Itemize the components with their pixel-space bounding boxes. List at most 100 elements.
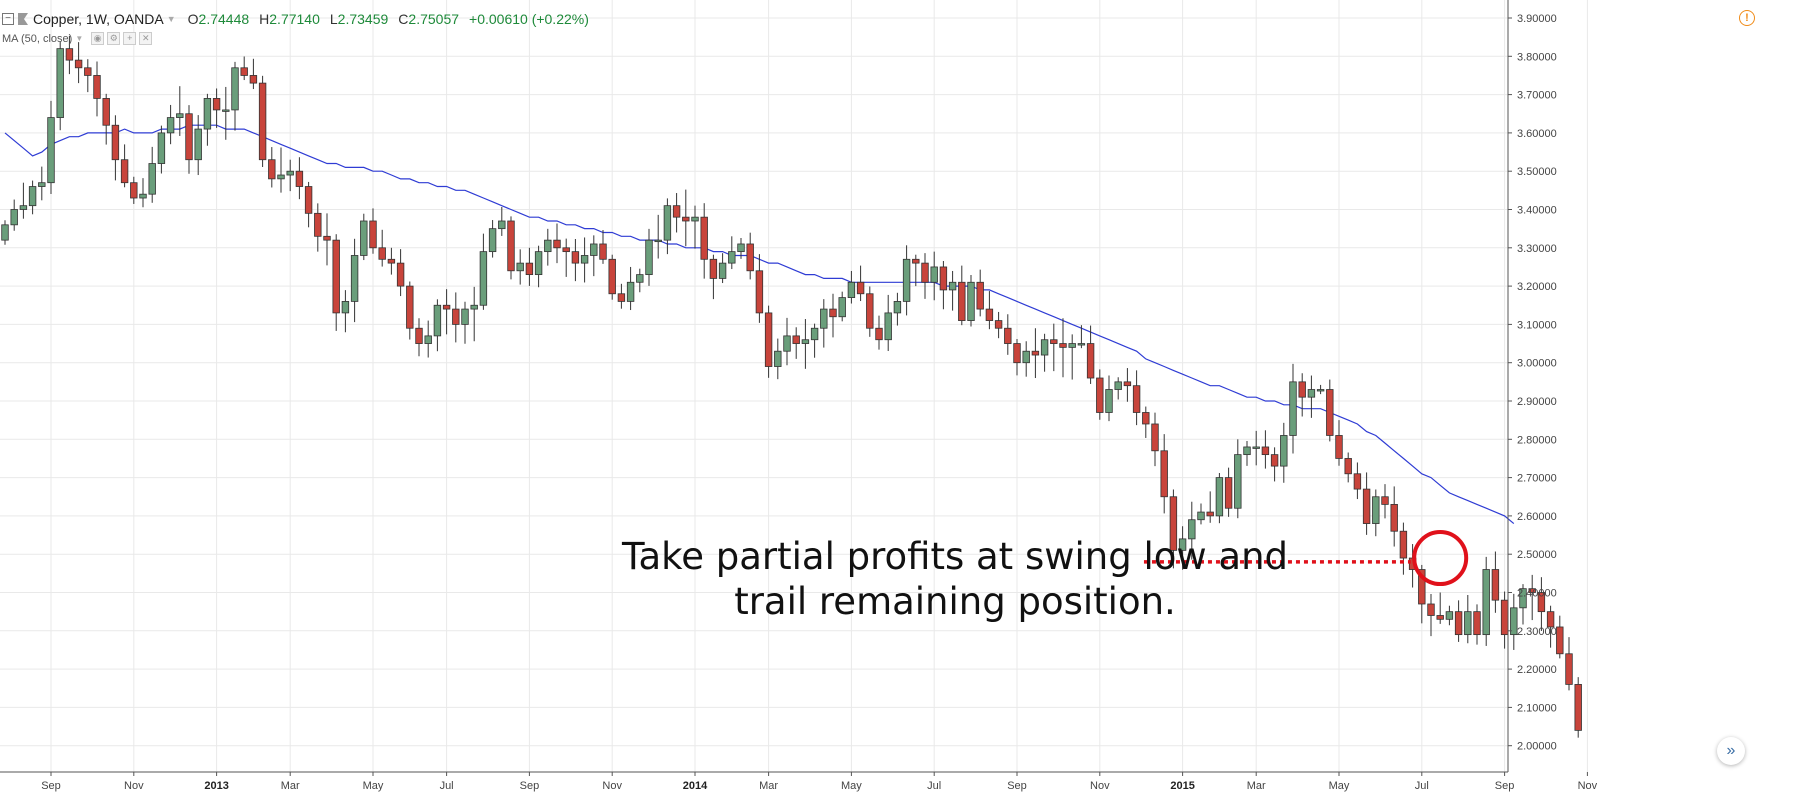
candle-body xyxy=(415,327,423,344)
candle-body xyxy=(958,281,966,321)
candle-body xyxy=(544,239,552,253)
candle-body xyxy=(1050,339,1058,344)
candle-body xyxy=(875,327,883,341)
candle-body xyxy=(369,220,377,249)
candle-body xyxy=(1197,511,1205,521)
candle-body xyxy=(866,293,874,329)
candle-body xyxy=(1151,423,1159,452)
candle-body xyxy=(93,75,101,99)
candle-body xyxy=(1464,611,1472,636)
candle-body xyxy=(1418,569,1426,605)
settings-icon[interactable]: ⚙ xyxy=(107,32,121,45)
candle-body xyxy=(672,205,681,218)
candle-body xyxy=(1500,599,1509,636)
candle-body xyxy=(1068,343,1076,348)
candle-body xyxy=(1445,611,1454,620)
x-tick-label: Nov xyxy=(124,780,144,792)
y-tick-label: 3.20000 xyxy=(1517,281,1557,293)
collapse-icon[interactable]: − xyxy=(2,13,14,25)
candle-body xyxy=(930,266,938,283)
candle-body xyxy=(829,308,837,318)
candle-body xyxy=(1473,611,1481,636)
y-tick-label: 3.60000 xyxy=(1517,128,1557,140)
candle-body xyxy=(1427,603,1435,616)
y-tick-label: 3.80000 xyxy=(1517,51,1557,63)
open-value: O2.74448 xyxy=(187,11,250,27)
y-tick-label: 3.90000 xyxy=(1517,13,1557,25)
candle-body xyxy=(912,258,920,264)
x-tick-label: Mar xyxy=(1247,780,1266,792)
chevron-down-icon[interactable]: ▼ xyxy=(75,34,84,43)
candle-body xyxy=(470,304,478,310)
y-tick-label: 2.30000 xyxy=(1517,626,1557,638)
alert-icon[interactable]: ! xyxy=(1739,10,1755,26)
candle-body xyxy=(1270,454,1279,467)
candle-body xyxy=(268,159,276,180)
time-axis[interactable]: Sep Nov 2013 Mar May Jul Sep Nov 2014 Mar May Jul Se… xyxy=(0,771,1598,792)
candle-body xyxy=(74,59,83,69)
candle-body xyxy=(185,113,193,161)
candle-body xyxy=(1289,381,1297,436)
candle-body xyxy=(433,304,442,337)
y-tick-label: 3.70000 xyxy=(1517,90,1557,102)
candle-body xyxy=(507,220,515,272)
candle-body xyxy=(580,255,589,264)
candle-body xyxy=(1169,496,1178,551)
more-icon[interactable]: + xyxy=(123,32,137,45)
y-tick-label: 2.20000 xyxy=(1517,664,1557,676)
candle-body xyxy=(1519,588,1527,609)
candle-body xyxy=(1298,381,1306,398)
y-tick-label: 2.10000 xyxy=(1517,702,1557,714)
candle-body xyxy=(452,308,460,325)
candle-body xyxy=(148,163,156,195)
candle-body xyxy=(47,117,55,184)
x-tick-label: 2015 xyxy=(1170,780,1194,792)
candle-body xyxy=(1565,653,1573,685)
candle-body xyxy=(626,281,635,302)
candle-body xyxy=(1261,446,1270,456)
candle-body xyxy=(1574,684,1582,731)
candle-body xyxy=(718,262,727,279)
candle-body xyxy=(838,297,846,318)
candle-body xyxy=(304,186,313,214)
candle-body xyxy=(323,235,331,241)
candle-body xyxy=(157,132,166,164)
candle-body xyxy=(1372,496,1380,524)
indicator-label[interactable]: MA (50, close) xyxy=(2,32,73,45)
highlight-circle xyxy=(1412,530,1469,587)
flag-icon xyxy=(18,13,28,25)
symbol-label[interactable]: Copper, 1W, OANDA xyxy=(33,11,164,27)
x-tick-label: Jul xyxy=(440,780,454,792)
x-tick-label: May xyxy=(841,780,862,792)
annotation-marks xyxy=(1143,530,1469,587)
x-tick-label: Sep xyxy=(1495,780,1515,792)
candle-body xyxy=(19,205,28,210)
candle-body xyxy=(1307,389,1316,398)
candle-body xyxy=(387,258,396,264)
candle-body xyxy=(1381,496,1389,505)
eye-icon[interactable]: ◉ xyxy=(91,32,105,45)
candle-body xyxy=(406,285,414,329)
candle-body xyxy=(1059,343,1067,348)
close-icon[interactable]: ✕ xyxy=(139,32,153,45)
candle-body xyxy=(1482,569,1490,636)
candle-body xyxy=(65,48,74,61)
candle-body xyxy=(1215,477,1224,517)
candle-body xyxy=(921,262,929,283)
candle-body xyxy=(691,216,699,222)
candle-body xyxy=(608,258,616,295)
candle-body xyxy=(709,258,718,279)
candle-body xyxy=(1528,588,1536,593)
scroll-to-latest-button[interactable]: » xyxy=(1717,737,1745,765)
candle-body xyxy=(286,170,294,176)
chevron-down-icon[interactable]: ▼ xyxy=(166,14,176,24)
candle-body xyxy=(1353,473,1362,490)
candle-body xyxy=(599,243,607,260)
candle-body xyxy=(102,98,110,126)
price-axis[interactable]: 2.00000 2.10000 2.20000 2.30000 2.40000 2.500… xyxy=(1507,0,1557,772)
candle-body xyxy=(139,193,147,199)
symbol-header: − Copper, 1W, OANDA ▼ O2.74448 H2.77140 … xyxy=(2,8,589,30)
candle-body xyxy=(194,128,202,161)
candle-body xyxy=(498,220,506,230)
